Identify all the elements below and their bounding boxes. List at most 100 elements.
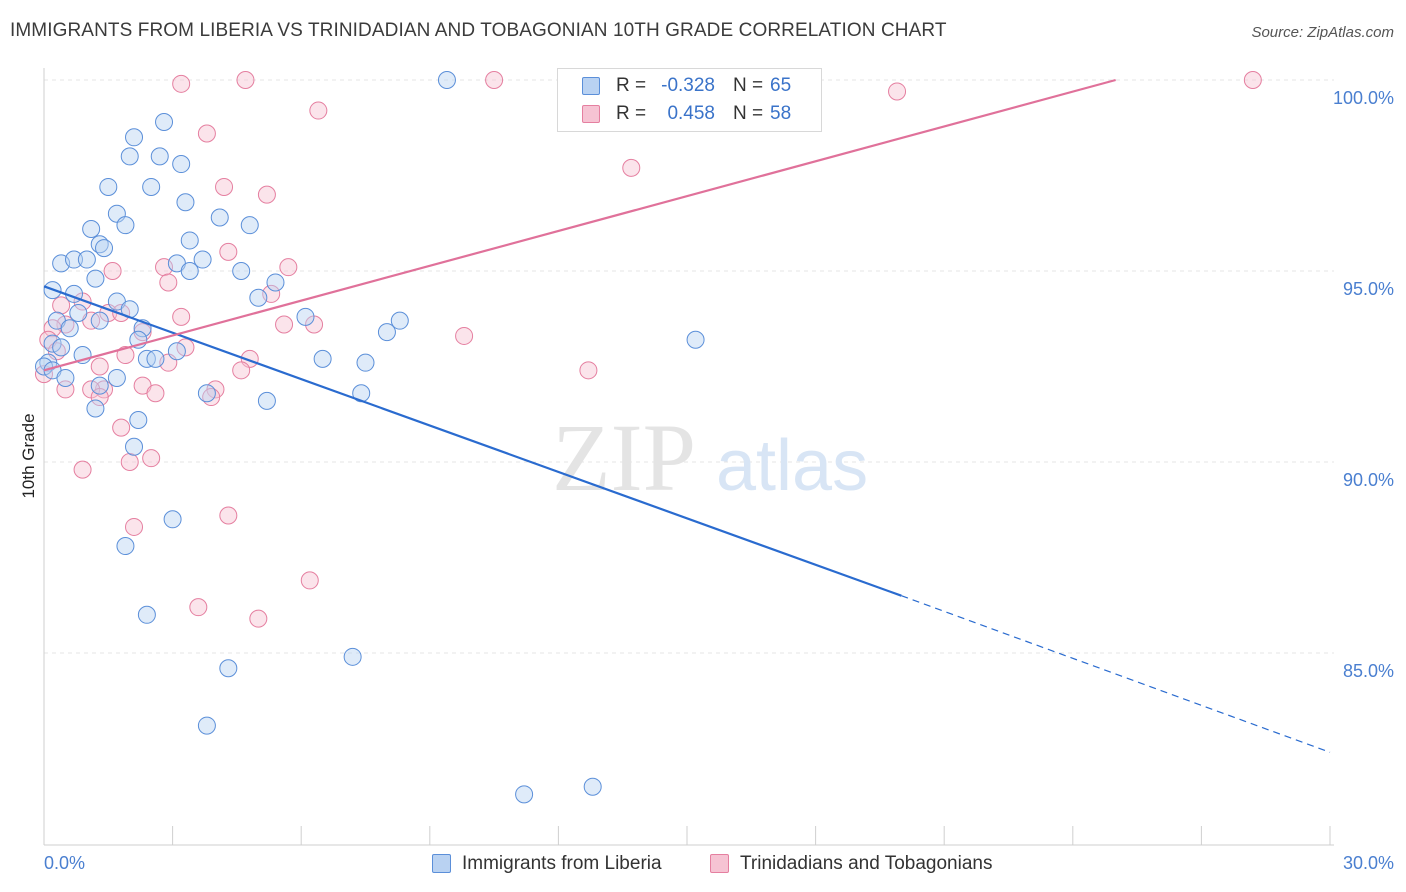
x-tick-label-min: 0.0% bbox=[44, 853, 85, 873]
point-points-blue-0 bbox=[437, 71, 456, 89]
point-points-blue-35 bbox=[390, 311, 409, 330]
point-points-pink-53 bbox=[300, 571, 319, 590]
point-points-blue-13 bbox=[116, 216, 135, 235]
point-points-blue-49 bbox=[356, 353, 375, 372]
bottom-legend-swatch-blue bbox=[432, 854, 451, 873]
legend-n-value: 58 bbox=[770, 103, 792, 124]
point-points-blue-6 bbox=[172, 155, 191, 174]
point-points-blue-52 bbox=[107, 368, 126, 387]
point-points-blue-61 bbox=[163, 510, 182, 529]
point-points-blue-25 bbox=[266, 273, 285, 292]
point-points-blue-38 bbox=[377, 323, 396, 342]
point-points-pink-49 bbox=[120, 453, 139, 471]
point-points-pink-4 bbox=[309, 101, 328, 120]
bottom-legend-swatch-pink bbox=[710, 854, 729, 873]
point-points-pink-51 bbox=[219, 506, 238, 525]
point-points-blue-50 bbox=[35, 357, 53, 376]
point-points-blue-53 bbox=[56, 368, 75, 387]
trend-line-liberia bbox=[43, 285, 902, 597]
point-points-blue-21 bbox=[193, 250, 212, 269]
point-points-blue-23 bbox=[180, 262, 199, 280]
gridlines bbox=[44, 79, 1334, 654]
stats-legend: R = -0.328 N = 65 R = 0.458 N = 58 bbox=[557, 68, 822, 132]
legend-r-value: -0.328 bbox=[661, 75, 715, 96]
point-points-blue-46 bbox=[146, 349, 165, 368]
point-points-pink-3 bbox=[1243, 71, 1262, 89]
bottom-legend-label: Trinidadians and Tobagonians bbox=[740, 853, 993, 874]
point-points-blue-43 bbox=[167, 342, 186, 361]
point-points-blue-34 bbox=[90, 311, 109, 330]
point-points-blue-57 bbox=[257, 391, 276, 410]
point-points-blue-60 bbox=[125, 437, 144, 456]
point-points-pink-2 bbox=[485, 71, 504, 89]
point-points-blue-4 bbox=[120, 147, 139, 166]
point-points-pink-32 bbox=[116, 346, 135, 365]
point-points-pink-22 bbox=[275, 315, 294, 334]
point-points-pink-37 bbox=[579, 361, 598, 380]
point-points-blue-62 bbox=[116, 537, 135, 556]
point-points-pink-11 bbox=[219, 242, 238, 261]
trend-line-trinidadians bbox=[43, 78, 1116, 372]
point-points-pink-15 bbox=[159, 273, 178, 292]
point-points-pink-45 bbox=[146, 384, 165, 403]
point-points-blue-19 bbox=[77, 250, 96, 269]
point-points-blue-40 bbox=[686, 330, 705, 349]
point-points-pink-13 bbox=[279, 258, 298, 277]
point-points-pink-52 bbox=[125, 517, 144, 536]
point-points-pink-7 bbox=[197, 124, 216, 143]
point-points-pink-47 bbox=[112, 418, 131, 437]
point-points-blue-28 bbox=[249, 288, 268, 307]
point-points-blue-67 bbox=[583, 777, 602, 796]
point-points-blue-47 bbox=[313, 349, 332, 368]
point-points-pink-36 bbox=[232, 361, 251, 380]
point-points-pink-35 bbox=[90, 357, 109, 376]
point-points-blue-32 bbox=[296, 307, 315, 326]
point-points-blue-66 bbox=[197, 716, 216, 735]
point-points-blue-8 bbox=[176, 193, 195, 212]
legend-r-label: R = bbox=[616, 75, 647, 96]
point-points-pink-5 bbox=[888, 82, 907, 101]
point-points-pink-0 bbox=[236, 71, 255, 89]
y-axis-title: 10th Grade bbox=[19, 413, 38, 498]
point-points-blue-54 bbox=[90, 376, 109, 395]
watermark-atlas: atlas bbox=[716, 426, 868, 506]
legend-swatch-blue bbox=[582, 77, 600, 95]
point-points-blue-11 bbox=[82, 219, 101, 238]
point-points-blue-18 bbox=[65, 250, 84, 269]
y-tick-label-95: 95.0% bbox=[1343, 279, 1394, 299]
point-points-blue-1 bbox=[155, 113, 174, 132]
point-points-blue-58 bbox=[86, 399, 105, 418]
point-points-blue-10 bbox=[210, 208, 229, 227]
axes bbox=[43, 68, 1334, 846]
point-points-pink-28 bbox=[455, 326, 474, 345]
y-tick-label-100: 100.0% bbox=[1333, 88, 1394, 108]
legend-n-label: N = bbox=[733, 103, 764, 124]
point-points-pink-48 bbox=[142, 449, 161, 468]
point-points-blue-14 bbox=[180, 231, 199, 250]
legend-n-value: 65 bbox=[770, 75, 792, 96]
point-points-blue-3 bbox=[150, 147, 169, 166]
trend-line-liberia-extension bbox=[901, 595, 1331, 753]
point-points-pink-31 bbox=[176, 338, 195, 357]
point-points-pink-50 bbox=[73, 460, 92, 479]
y-tick-label-90: 90.0% bbox=[1343, 470, 1394, 490]
point-points-blue-5 bbox=[99, 177, 118, 196]
point-points-pink-55 bbox=[249, 609, 268, 628]
point-points-pink-1 bbox=[172, 74, 191, 93]
point-points-blue-2 bbox=[125, 128, 144, 147]
x-ticks bbox=[43, 826, 1331, 845]
point-points-blue-64 bbox=[343, 647, 362, 666]
point-points-pink-12 bbox=[103, 262, 122, 280]
x-tick-label-max: 30.0% bbox=[1343, 853, 1394, 873]
point-points-blue-31 bbox=[69, 304, 88, 323]
point-points-pink-8 bbox=[622, 158, 641, 177]
point-points-blue-22 bbox=[232, 262, 251, 280]
point-points-blue-41 bbox=[43, 334, 62, 353]
legend-n-label: N = bbox=[733, 75, 764, 96]
y-tick-labels: 100.0% 95.0% 90.0% 85.0% bbox=[1333, 88, 1394, 681]
bottom-legend-label: Immigrants from Liberia bbox=[462, 853, 662, 874]
point-points-pink-10 bbox=[257, 185, 276, 204]
watermark: ZIP atlas bbox=[552, 404, 868, 511]
point-points-blue-63 bbox=[137, 605, 156, 624]
